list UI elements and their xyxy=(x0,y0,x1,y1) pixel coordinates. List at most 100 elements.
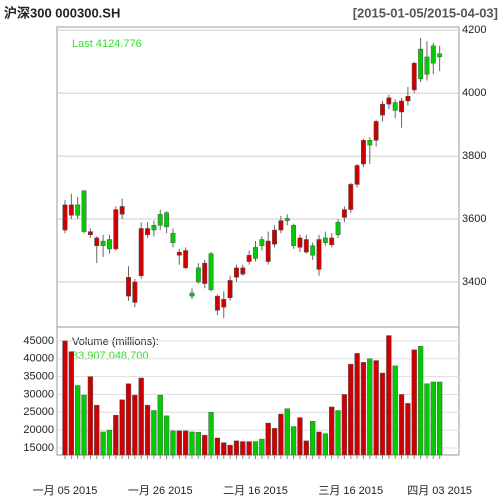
volume-bar xyxy=(341,394,348,456)
volume-bar xyxy=(189,431,195,456)
volume-bar xyxy=(138,377,144,456)
volume-bar xyxy=(430,381,436,456)
candle-body xyxy=(278,220,284,231)
candle-body xyxy=(240,267,246,275)
volume-bar xyxy=(75,385,81,456)
y-tick-label: 4000 xyxy=(462,87,486,99)
volume-bar xyxy=(278,413,284,456)
volume-label: Volume (millions): xyxy=(72,336,159,348)
y-tick-label: 3400 xyxy=(462,276,486,288)
volume-bar xyxy=(354,353,360,456)
volume-bar xyxy=(271,428,278,456)
candle-body xyxy=(176,251,182,256)
candle-body xyxy=(380,103,385,116)
volume-bar xyxy=(119,399,125,456)
x-tick-label: 二月 16 2015 xyxy=(223,485,288,497)
volume-bar xyxy=(290,426,297,456)
candle-body xyxy=(272,229,278,245)
volume-bar xyxy=(246,441,252,456)
volume-bar xyxy=(367,358,373,456)
candle-body xyxy=(145,228,151,236)
candle-body xyxy=(214,295,220,311)
y-tick-label: 3800 xyxy=(462,150,486,162)
volume-bar xyxy=(195,432,201,456)
candle-body xyxy=(361,140,366,165)
volume-bar xyxy=(379,372,386,456)
candle-body xyxy=(392,102,398,111)
x-tick-label: 一月 05 2015 xyxy=(33,485,98,497)
volume-total: 83,907,048,700 xyxy=(72,350,148,362)
volume-bar xyxy=(163,415,170,456)
candle-body xyxy=(68,204,74,216)
x-tick-label: 一月 26 2015 xyxy=(128,485,193,497)
last-label: Last 4124.776 xyxy=(72,38,142,50)
candle-body xyxy=(418,48,424,80)
candle-body xyxy=(322,237,328,243)
candle-body xyxy=(399,100,405,113)
candle-body xyxy=(81,190,87,232)
volume-bar xyxy=(424,383,430,456)
volume-bar xyxy=(227,444,233,456)
candle-body xyxy=(234,267,239,278)
volume-bar xyxy=(94,404,100,456)
chart-title: 沪深300 000300.SH xyxy=(4,5,120,20)
volume-bar xyxy=(81,394,87,456)
candle-body xyxy=(221,299,227,308)
volume-tick-label: 20000 xyxy=(23,424,54,436)
volume-bar xyxy=(284,408,290,456)
volume-bar xyxy=(106,429,113,456)
candle-body xyxy=(354,165,360,185)
candle-body xyxy=(253,247,258,259)
candle-body xyxy=(437,53,443,58)
candle-body xyxy=(291,225,297,247)
y-tick-label: 3600 xyxy=(462,213,486,225)
volume-bar xyxy=(170,430,176,456)
volume-bar xyxy=(398,394,405,456)
volume-bar xyxy=(125,383,132,456)
candle-body xyxy=(284,218,290,221)
chart-subtitle: [2015-01-05/2015-04-03] xyxy=(353,5,498,20)
candle-body xyxy=(373,121,379,141)
volume-tick-label: 15000 xyxy=(23,442,54,454)
volume-bar xyxy=(87,376,94,456)
candle-body xyxy=(157,214,163,226)
volume-bar xyxy=(214,437,221,456)
volume-bar xyxy=(252,441,259,456)
candle-body xyxy=(195,267,201,283)
volume-bar xyxy=(322,433,329,456)
volume-bar xyxy=(68,351,74,456)
candle-body xyxy=(75,204,81,216)
volume-bar xyxy=(297,417,303,456)
candle-body xyxy=(348,184,354,210)
volume-bar xyxy=(386,335,392,456)
candle-body xyxy=(87,231,93,236)
candle-body xyxy=(367,140,373,146)
volume-bar xyxy=(221,442,227,456)
candle-body xyxy=(164,212,170,228)
volume-bar xyxy=(240,441,246,456)
volume-bar xyxy=(202,434,208,456)
volume-bar xyxy=(437,381,443,456)
volume-bar xyxy=(335,410,341,456)
candle-body xyxy=(138,228,144,276)
candle-body xyxy=(208,253,214,291)
volume-bar xyxy=(405,403,411,456)
candle-body xyxy=(183,250,189,269)
y-tick-label: 4200 xyxy=(462,24,486,36)
candle-body xyxy=(335,221,341,236)
candle-body xyxy=(107,239,112,250)
volume-bar xyxy=(176,430,182,456)
volume-bar xyxy=(316,431,322,456)
volume-bar xyxy=(144,404,151,456)
volume-bar xyxy=(100,431,106,456)
candle-body xyxy=(424,56,430,75)
candle-body xyxy=(202,262,208,284)
candle-body xyxy=(189,292,195,297)
candle-body xyxy=(329,237,335,246)
candle-body xyxy=(227,280,233,298)
volume-bar xyxy=(348,363,354,456)
candle-body xyxy=(265,240,271,262)
volume-bar xyxy=(360,362,367,456)
candle-body xyxy=(94,237,100,247)
